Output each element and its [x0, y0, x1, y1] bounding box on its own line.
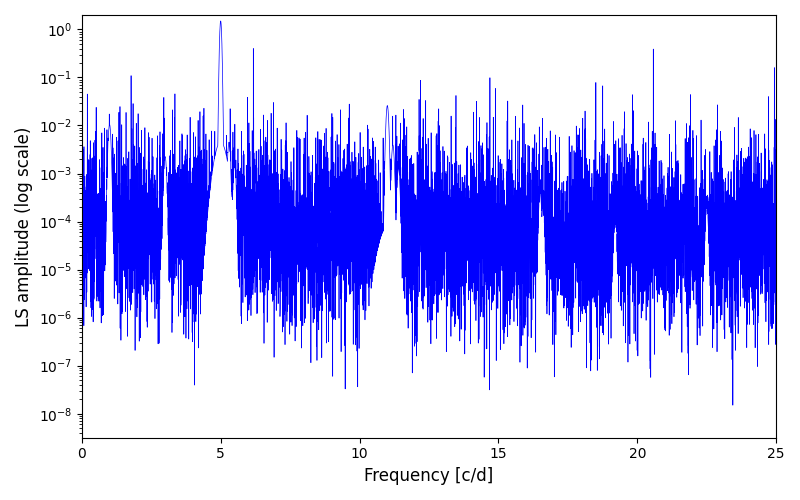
Y-axis label: LS amplitude (log scale): LS amplitude (log scale) [15, 126, 33, 326]
X-axis label: Frequency [c/d]: Frequency [c/d] [364, 467, 494, 485]
